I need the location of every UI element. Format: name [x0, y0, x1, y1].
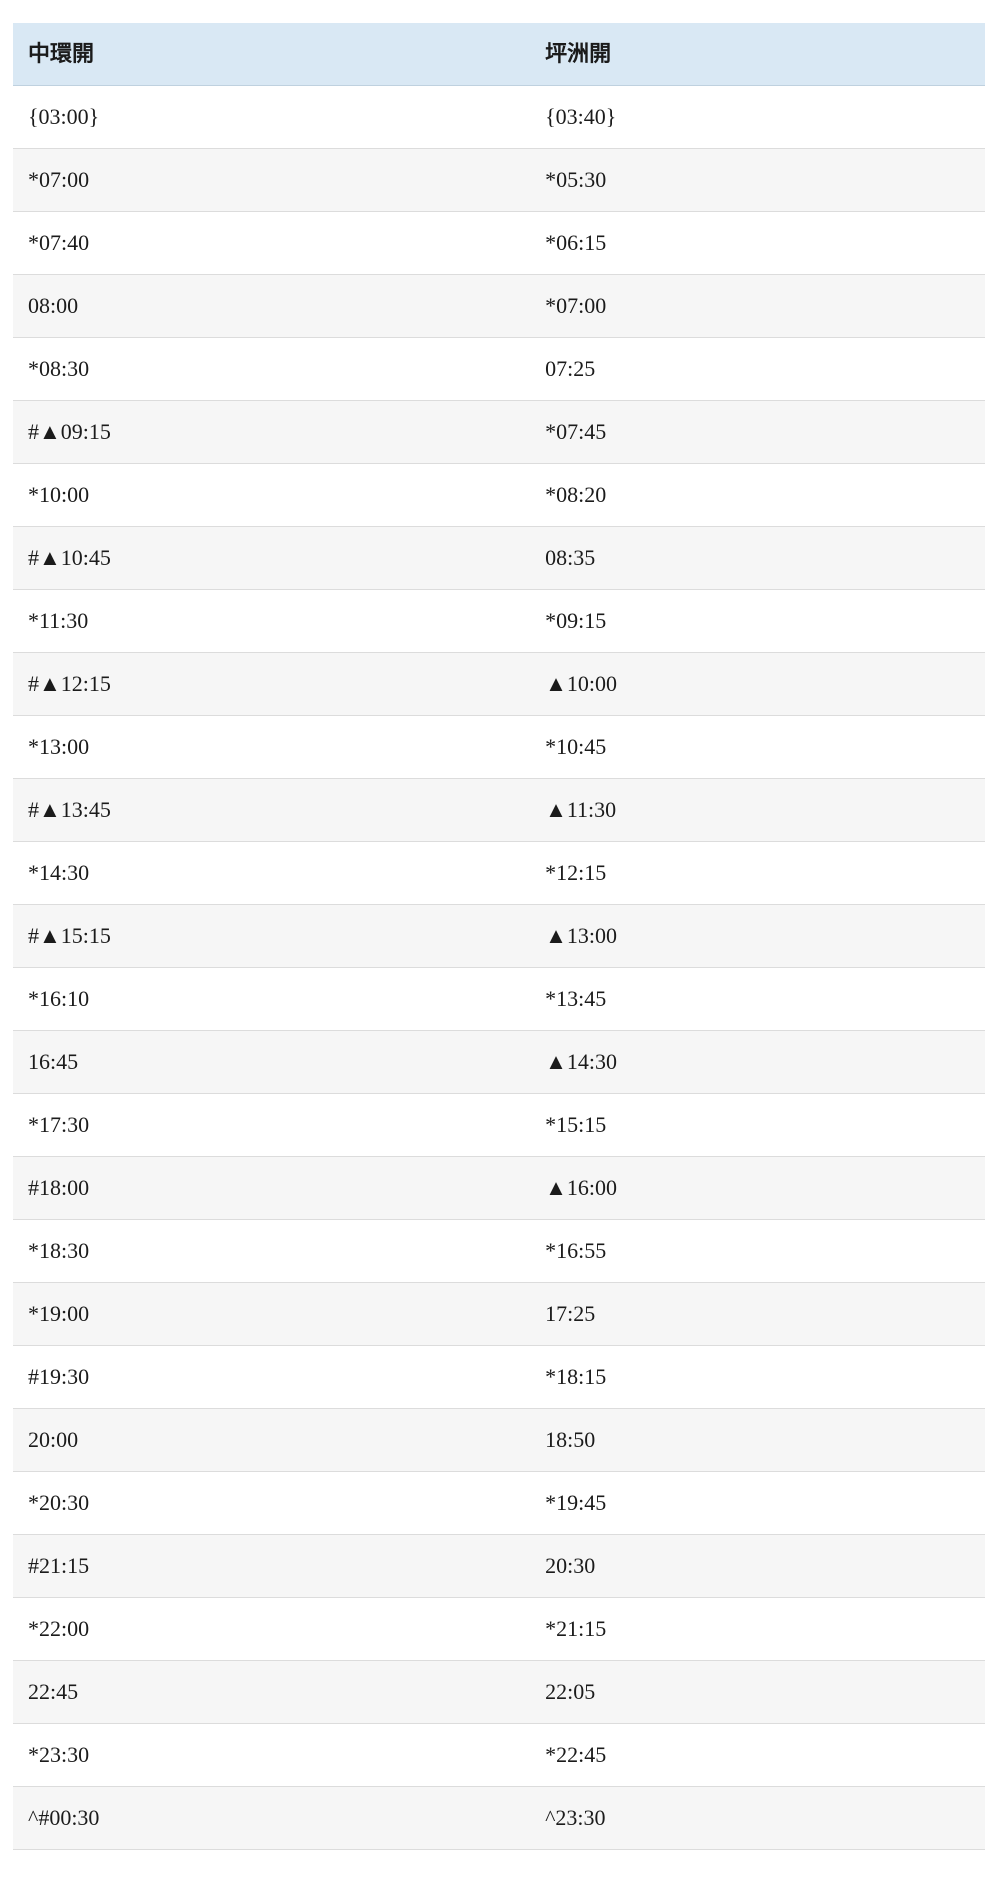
- cell-central-departure: *08:30: [13, 337, 531, 401]
- cell-central-departure: *20:30: [13, 1471, 531, 1535]
- cell-central-departure: 08:00: [13, 274, 531, 338]
- table-row: *19:00 17:25: [13, 1282, 985, 1346]
- cell-central-departure: #18:00: [13, 1156, 531, 1220]
- cell-pengchau-departure: 17:25: [530, 1282, 985, 1346]
- cell-pengchau-departure: 22:05: [530, 1660, 985, 1724]
- table-row: 08:00 *07:00: [13, 274, 985, 338]
- cell-pengchau-departure: ▲13:00: [530, 904, 985, 968]
- cell-central-departure: *14:30: [13, 841, 531, 905]
- cell-central-departure: *13:00: [13, 715, 531, 779]
- table-row: *07:00 *05:30: [13, 148, 985, 212]
- cell-central-departure: #▲10:45: [13, 526, 531, 590]
- table-row: *08:30 07:25: [13, 337, 985, 401]
- cell-pengchau-departure: *06:15: [530, 211, 985, 275]
- cell-pengchau-departure: *22:45: [530, 1723, 985, 1787]
- table-row: 16:45 ▲14:30: [13, 1030, 985, 1094]
- table-row: *22:00 *21:15: [13, 1597, 985, 1661]
- table-row: 22:45 22:05: [13, 1660, 985, 1724]
- table-row: *14:30 *12:15: [13, 841, 985, 905]
- cell-pengchau-departure: *13:45: [530, 967, 985, 1031]
- table-row: ^#00:30 ^23:30: [13, 1786, 985, 1850]
- table-row: #▲13:45 ▲11:30: [13, 778, 985, 842]
- header-row: 中環開 坪洲開: [13, 23, 985, 86]
- cell-pengchau-departure: {03:40}: [530, 85, 985, 149]
- cell-central-departure: #21:15: [13, 1534, 531, 1598]
- cell-pengchau-departure: *07:45: [530, 400, 985, 464]
- cell-central-departure: *23:30: [13, 1723, 531, 1787]
- table-row: *23:30 *22:45: [13, 1723, 985, 1787]
- cell-pengchau-departure: 07:25: [530, 337, 985, 401]
- cell-central-departure: *10:00: [13, 463, 531, 527]
- cell-central-departure: *11:30: [13, 589, 531, 653]
- table-row: #▲10:45 08:35: [13, 526, 985, 590]
- cell-pengchau-departure: 20:30: [530, 1534, 985, 1598]
- cell-pengchau-departure: 08:35: [530, 526, 985, 590]
- cell-pengchau-departure: *18:15: [530, 1345, 985, 1409]
- table-row: #▲09:15 *07:45: [13, 400, 985, 464]
- cell-central-departure: 22:45: [13, 1660, 531, 1724]
- cell-central-departure: ^#00:30: [13, 1786, 531, 1850]
- table-row: #▲15:15 ▲13:00: [13, 904, 985, 968]
- cell-central-departure: 16:45: [13, 1030, 531, 1094]
- cell-pengchau-departure: *09:15: [530, 589, 985, 653]
- table-row: *20:30 *19:45: [13, 1471, 985, 1535]
- cell-central-departure: *17:30: [13, 1093, 531, 1157]
- cell-central-departure: *07:40: [13, 211, 531, 275]
- table-row: *13:00 *10:45: [13, 715, 985, 779]
- cell-pengchau-departure: ▲14:30: [530, 1030, 985, 1094]
- cell-pengchau-departure: *10:45: [530, 715, 985, 779]
- cell-pengchau-departure: ^23:30: [530, 1786, 985, 1850]
- cell-central-departure: #19:30: [13, 1345, 531, 1409]
- table-row: *17:30 *15:15: [13, 1093, 985, 1157]
- cell-pengchau-departure: *08:20: [530, 463, 985, 527]
- cell-pengchau-departure: *19:45: [530, 1471, 985, 1535]
- cell-central-departure: *07:00: [13, 148, 531, 212]
- cell-pengchau-departure: *05:30: [530, 148, 985, 212]
- cell-central-departure: 20:00: [13, 1408, 531, 1472]
- timetable-page: 中環開 坪洲開 {03:00} {03:40} *07:00 *05:30 *07:40…: [13, 23, 985, 1850]
- table-row: *10:00 *08:20: [13, 463, 985, 527]
- table-row: {03:00} {03:40}: [13, 85, 985, 149]
- table-row: #18:00 ▲16:00: [13, 1156, 985, 1220]
- table-row: *07:40 *06:15: [13, 211, 985, 275]
- cell-pengchau-departure: *15:15: [530, 1093, 985, 1157]
- cell-central-departure: #▲13:45: [13, 778, 531, 842]
- cell-central-departure: *18:30: [13, 1219, 531, 1283]
- cell-pengchau-departure: *21:15: [530, 1597, 985, 1661]
- timetable-body: {03:00} {03:40} *07:00 *05:30 *07:40 *06:15 08…: [13, 85, 985, 1850]
- cell-pengchau-departure: *16:55: [530, 1219, 985, 1283]
- table-row: *18:30 *16:55: [13, 1219, 985, 1283]
- ferry-timetable: 中環開 坪洲開 {03:00} {03:40} *07:00 *05:30 *07:40…: [13, 23, 985, 1850]
- cell-central-departure: {03:00}: [13, 85, 531, 149]
- cell-pengchau-departure: 18:50: [530, 1408, 985, 1472]
- table-row: *11:30 *09:15: [13, 589, 985, 653]
- cell-central-departure: #▲15:15: [13, 904, 531, 968]
- cell-central-departure: #▲12:15: [13, 652, 531, 716]
- header-central-departures: 中環開: [13, 23, 531, 86]
- header-pengchau-departures: 坪洲開: [530, 23, 985, 86]
- cell-pengchau-departure: ▲10:00: [530, 652, 985, 716]
- cell-central-departure: #▲09:15: [13, 400, 531, 464]
- cell-pengchau-departure: ▲11:30: [530, 778, 985, 842]
- cell-pengchau-departure: *07:00: [530, 274, 985, 338]
- table-row: #21:15 20:30: [13, 1534, 985, 1598]
- table-row: #▲12:15 ▲10:00: [13, 652, 985, 716]
- cell-central-departure: *16:10: [13, 967, 531, 1031]
- cell-pengchau-departure: ▲16:00: [530, 1156, 985, 1220]
- table-row: *16:10 *13:45: [13, 967, 985, 1031]
- cell-central-departure: *22:00: [13, 1597, 531, 1661]
- table-row: 20:00 18:50: [13, 1408, 985, 1472]
- cell-central-departure: *19:00: [13, 1282, 531, 1346]
- table-row: #19:30 *18:15: [13, 1345, 985, 1409]
- cell-pengchau-departure: *12:15: [530, 841, 985, 905]
